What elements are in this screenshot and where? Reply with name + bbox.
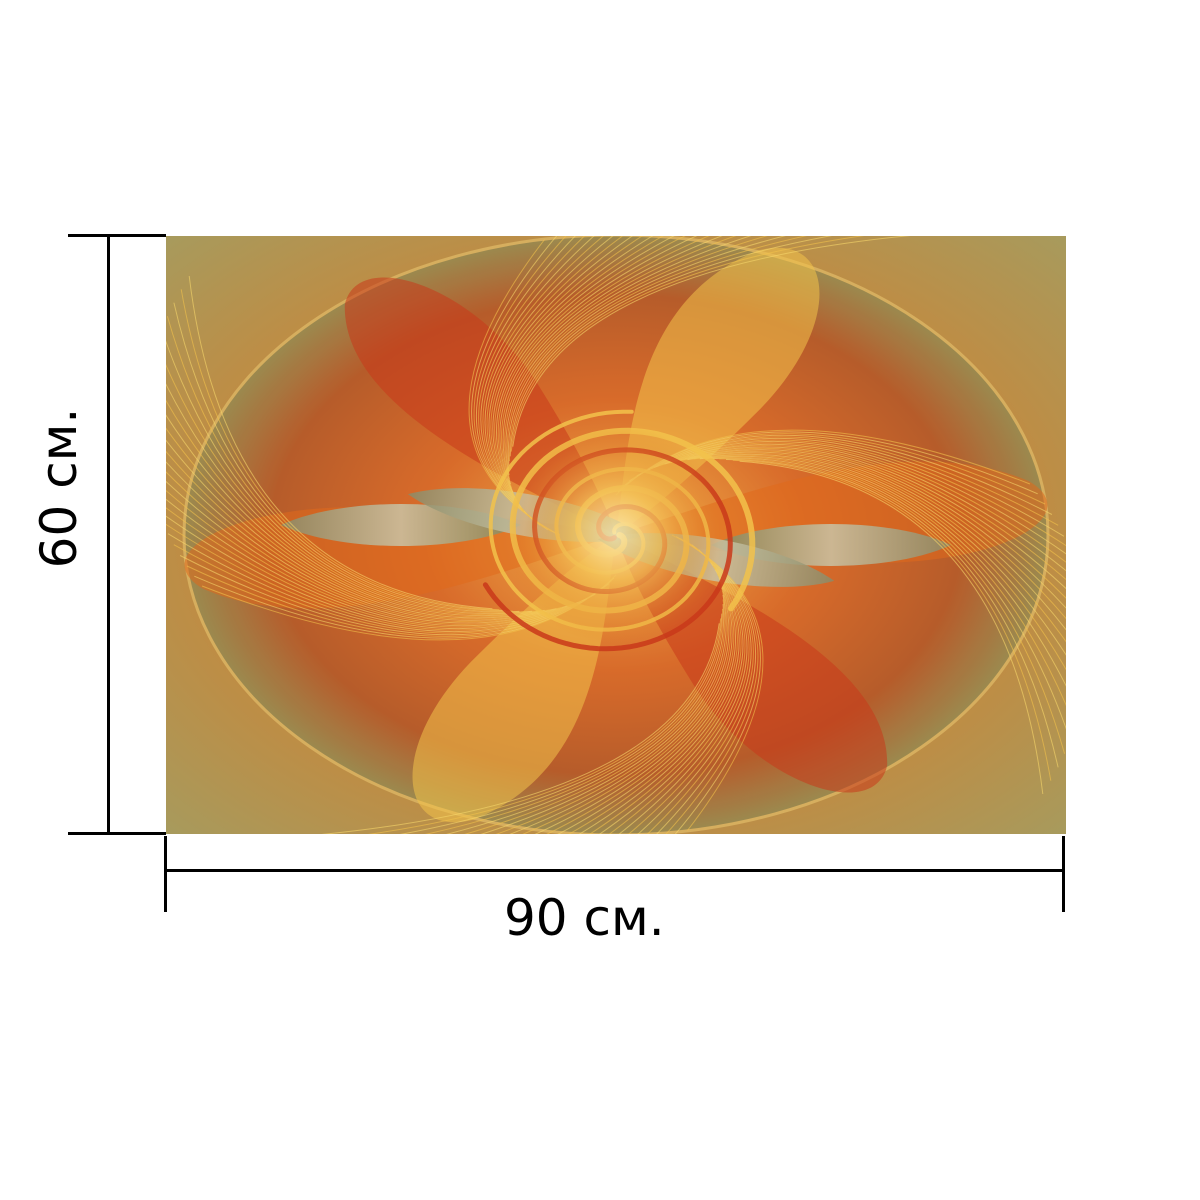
mesh-strand	[608, 552, 746, 834]
height-label: 60 см.	[30, 407, 88, 569]
mesh-strand	[492, 236, 654, 508]
mesh-strand	[664, 449, 1066, 609]
mesh-strand	[712, 457, 1066, 730]
mesh-strand	[659, 447, 1066, 599]
mesh-strand	[499, 236, 698, 493]
width-label: 90 см.	[504, 889, 665, 947]
mesh-strand	[497, 236, 686, 497]
mesh-strand	[464, 599, 726, 834]
mesh-strand	[180, 289, 500, 611]
mesh-strand	[166, 383, 533, 615]
mesh-strand	[445, 604, 725, 834]
mesh-strand	[173, 302, 507, 611]
mesh-strand	[510, 236, 865, 452]
width-right-tick	[1062, 836, 1065, 912]
mesh-strand	[166, 498, 588, 627]
mesh-strand	[399, 613, 723, 834]
mesh-strand	[502, 236, 723, 485]
mesh-strand	[649, 445, 1066, 581]
mesh-strand	[732, 459, 1052, 781]
mesh-strand	[166, 340, 520, 613]
mesh-strand	[367, 618, 722, 834]
mesh-strand	[166, 461, 568, 621]
width-left-tick	[164, 836, 167, 912]
mesh-strand	[588, 558, 742, 834]
mesh-strand	[719, 458, 1066, 754]
mesh-strand	[669, 450, 1066, 620]
mesh-strand	[482, 236, 605, 524]
mesh-strand	[501, 236, 710, 489]
mesh-strand	[490, 236, 644, 512]
mesh-strand	[739, 460, 1044, 795]
mesh-strand	[166, 450, 563, 620]
mesh-strand	[507, 236, 787, 466]
mesh-strand	[512, 236, 911, 447]
mesh-strand	[546, 573, 735, 834]
mesh-strand	[681, 452, 1066, 643]
artwork-print	[166, 236, 1066, 834]
swirl-artwork	[166, 236, 1066, 834]
mesh-strand	[166, 489, 583, 625]
mesh-strand	[495, 236, 675, 501]
mesh-strand	[166, 316, 513, 612]
mesh-strand	[478, 236, 586, 529]
mesh-strand	[598, 555, 744, 834]
mesh-strand	[166, 363, 526, 614]
mesh-strand	[505, 236, 752, 476]
mesh-strand	[693, 455, 1066, 671]
mesh-strand	[480, 594, 727, 834]
mesh-strand	[557, 569, 737, 834]
mesh-strand	[687, 453, 1066, 656]
mesh-strand	[627, 546, 750, 834]
mesh-strand	[480, 236, 595, 526]
mesh-strand	[640, 442, 1066, 563]
mesh-strand	[618, 549, 748, 834]
mesh-strand	[321, 623, 720, 834]
mesh-strand	[484, 236, 614, 521]
mesh-strand	[424, 608, 724, 834]
height-top-tick	[68, 234, 166, 237]
mesh-strand	[504, 236, 737, 480]
mesh-strand	[166, 507, 592, 628]
mesh-strand	[534, 577, 733, 834]
mesh-strand	[725, 459, 1059, 768]
mesh-strand	[188, 275, 493, 610]
mesh-strand	[509, 236, 833, 457]
mesh-strand	[495, 590, 728, 834]
height-dimension-line	[107, 236, 110, 834]
mesh-strand	[706, 456, 1066, 707]
height-bottom-tick	[68, 832, 166, 835]
mesh-strand	[508, 236, 808, 462]
mesh-strand	[522, 581, 731, 834]
mesh-strand	[488, 236, 634, 515]
mesh-strand	[494, 236, 665, 505]
mesh-strand	[675, 451, 1066, 631]
mesh-strand	[506, 236, 768, 471]
width-dimension-line	[166, 869, 1064, 872]
mesh-strand	[509, 585, 730, 834]
mesh-strand	[654, 446, 1066, 590]
mesh-strand	[166, 399, 539, 615]
mesh-strand	[699, 455, 1066, 687]
mesh-strand	[166, 414, 545, 617]
mesh-strand	[166, 439, 557, 619]
mesh-strand	[166, 427, 551, 618]
